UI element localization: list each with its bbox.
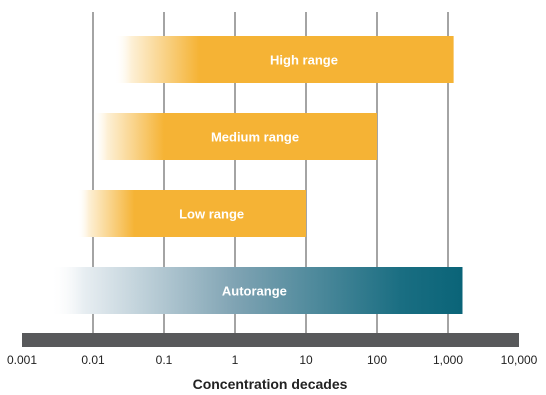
x-tick-label: 10,000 [501,353,538,367]
bar-label: Autorange [222,284,287,299]
x-tick-label: 0.001 [7,353,37,367]
bar-label: Medium range [211,130,299,145]
x-axis-title: Concentration decades [193,376,348,392]
x-axis-band [22,333,519,347]
bar-autorange [50,267,463,314]
x-tick-label: 1 [232,353,239,367]
x-tick-label: 0.1 [156,353,173,367]
x-tick-labels: 0.001 0.01 0.1 1 10 100 1,000 10,000 [7,353,538,367]
bar-label: High range [270,53,338,68]
bar-medium-range [93,113,377,160]
x-tick-label: 0.01 [81,353,105,367]
bar-low-range [77,190,306,237]
bar-label: Low range [179,207,244,222]
x-tick-label: 100 [367,353,387,367]
x-tick-label: 1,000 [433,353,463,367]
bars: High range Medium range Low range Autorange [50,36,463,314]
bar-high-range [114,36,454,83]
x-tick-label: 10 [299,353,313,367]
